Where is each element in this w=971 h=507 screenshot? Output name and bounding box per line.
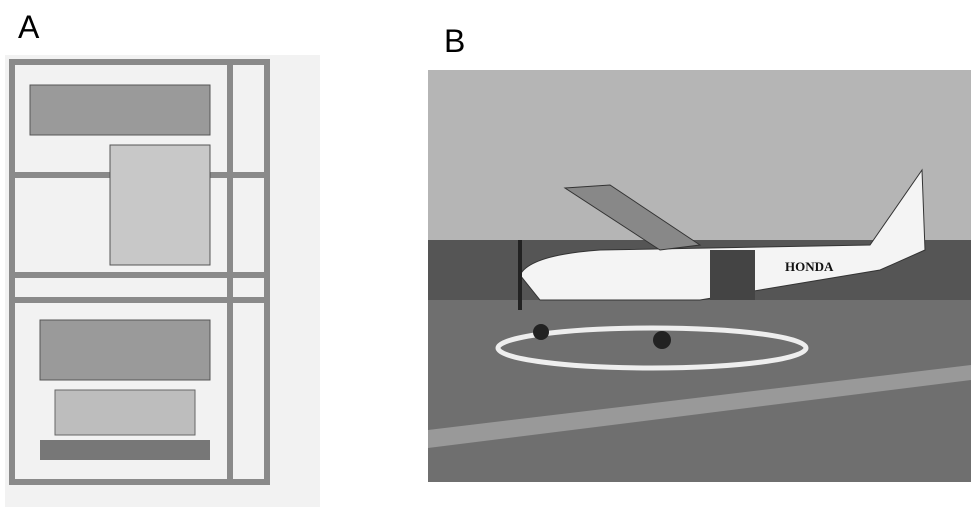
wheel — [653, 331, 671, 349]
panel-label: A — [18, 9, 40, 45]
panel-b: B HONDA — [428, 23, 971, 482]
panel-a: A — [5, 9, 320, 507]
panel-label: B — [444, 23, 465, 59]
door — [710, 250, 755, 300]
instrument — [110, 145, 210, 265]
upper-panel — [30, 85, 210, 135]
page: A B HONDA (() — [0, 0, 971, 507]
aircraft-marking: HONDA — [785, 259, 834, 274]
box — [55, 390, 195, 435]
base — [40, 440, 210, 460]
lower-panel — [40, 320, 210, 380]
figure: A B HONDA — [0, 0, 971, 507]
wheel — [533, 324, 549, 340]
